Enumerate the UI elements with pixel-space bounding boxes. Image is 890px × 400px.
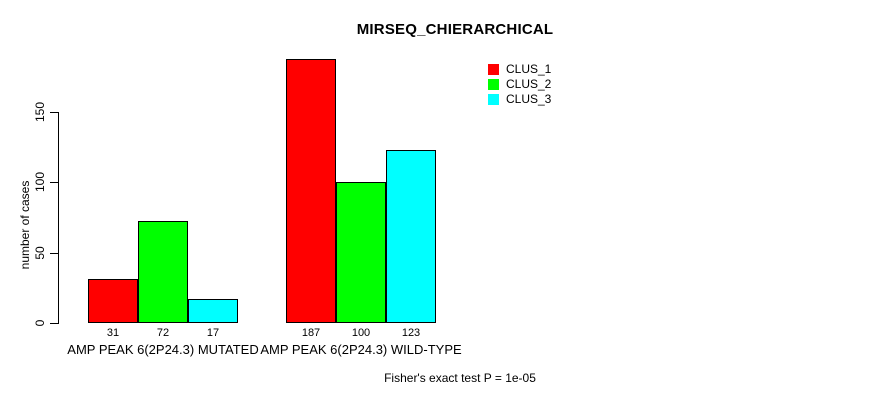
y-axis-title: number of cases [18, 180, 32, 270]
legend: CLUS_1 CLUS_2 CLUS_3 [488, 62, 552, 106]
legend-label: CLUS_3 [506, 92, 552, 106]
legend-item-clus_2: CLUS_2 [488, 77, 552, 91]
x-category-label: AMP PEAK 6(2P24.3) MUTATED [67, 342, 259, 357]
fisher-test-note: Fisher's exact test P = 1e-05 [384, 371, 536, 385]
bar-value-label: 31 [106, 327, 120, 339]
bar-value-label: 100 [351, 327, 371, 339]
bar-value-label: 123 [401, 327, 421, 339]
bar-clus_1-group1 [88, 279, 138, 323]
legend-item-clus_1: CLUS_1 [488, 62, 552, 76]
y-tick-50 [50, 252, 58, 254]
y-tick-0 [50, 323, 58, 324]
bar-clus_3-group2 [386, 150, 436, 323]
bar-value-label: 72 [156, 327, 170, 339]
legend-label: CLUS_2 [506, 77, 552, 91]
legend-swatch-clus_2 [488, 79, 499, 90]
legend-swatch-clus_1 [488, 64, 499, 75]
legend-swatch-clus_3 [488, 94, 499, 105]
bar-clus_2-group1 [138, 221, 188, 323]
bar-value-label: 187 [301, 327, 321, 339]
y-tick-150 [50, 111, 58, 113]
x-category-label: AMP PEAK 6(2P24.3) WILD-TYPE [260, 342, 462, 357]
bar-clus_1-group2 [286, 59, 336, 323]
bar-value-label: 17 [206, 327, 220, 339]
y-tick-label-50: 50 [33, 245, 47, 260]
chart-title: MIRSEQ_CHIERARCHICAL [356, 21, 554, 38]
legend-label: CLUS_1 [506, 62, 552, 76]
y-tick-label-0: 0 [33, 319, 47, 327]
y-axis-line [58, 111, 59, 324]
bar-clus_3-group1 [188, 299, 238, 323]
y-tick-100 [50, 182, 58, 183]
y-tick-label-100: 100 [33, 171, 47, 193]
bar-clus_2-group2 [336, 182, 386, 323]
legend-item-clus_3: CLUS_3 [488, 92, 552, 106]
y-tick-label-150: 150 [33, 101, 47, 122]
